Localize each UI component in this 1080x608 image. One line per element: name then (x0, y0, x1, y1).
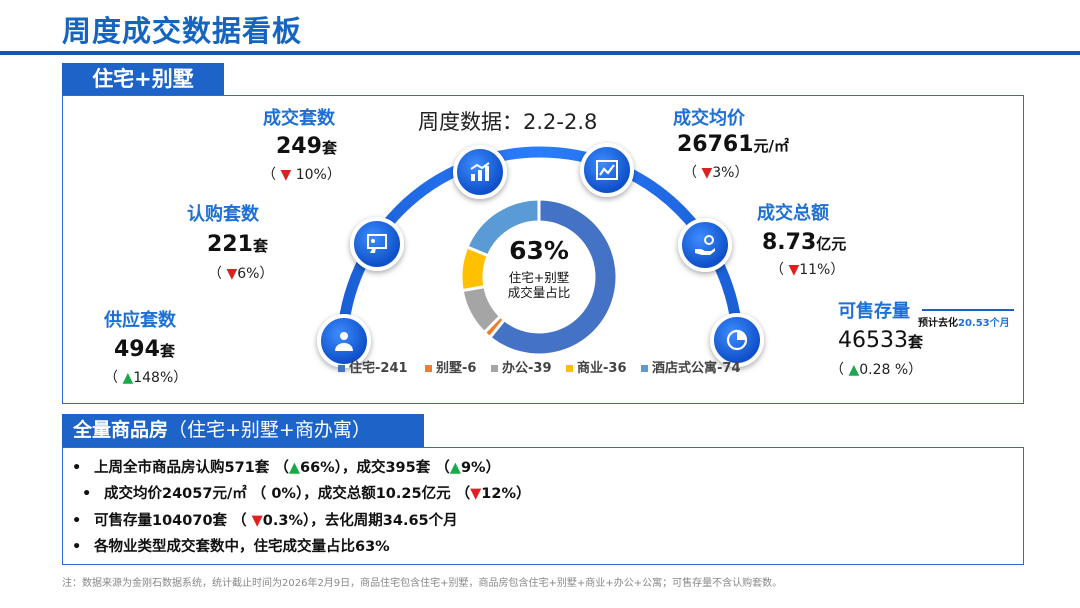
donut-slice-4 (465, 197, 541, 258)
inventory-change: （ ▲0.28 %） (830, 362, 923, 378)
supply-value: 494套 (114, 337, 175, 362)
legend-swatch (338, 365, 345, 372)
legend-item-villa: 别墅-6 (425, 357, 476, 376)
subscriptions-value: 221套 (207, 232, 268, 257)
subscriptions-change: （ ▼6%） (208, 266, 274, 282)
avg-price-label: 成交均价 (673, 108, 745, 129)
avg-price-change: （ ▼3%） (683, 165, 749, 181)
presentation-icon (350, 217, 404, 271)
line-chart-icon (580, 143, 634, 197)
section-tab-all-commercial: 全量商品房（住宅+别墅+商办寓） (62, 414, 424, 447)
donut-slice-0 (487, 197, 619, 357)
legend-item-residence: 住宅-241 (338, 357, 408, 376)
inventory-note: 预计去化20.53个月 (918, 318, 1010, 329)
deals-label: 成交套数 (263, 108, 335, 129)
donut-center-label: 住宅+别墅 成交量占比 (469, 270, 609, 300)
avg-price-value: 26761元/㎡ (677, 132, 790, 157)
pie-chart-icon (710, 313, 764, 367)
deals-change: （ ▼ 10%） (262, 167, 341, 183)
bullet-residential-share: • 各物业类型成交套数中，住宅成交量占比63% (72, 539, 390, 555)
total-amount-label: 成交总额 (757, 203, 829, 224)
bullet-price-amount: • 成交均价24057元/㎡ （ 0%），成交总额10.25亿元 （▼12%） (82, 486, 531, 502)
supply-label: 供应套数 (104, 310, 176, 331)
inventory-note-rule (922, 309, 1014, 311)
subscriptions-label: 认购套数 (187, 204, 259, 225)
title-divider (0, 51, 1080, 55)
money-hand-icon (678, 218, 732, 272)
inventory-value: 46533套 (838, 328, 924, 353)
all-commercial-panel (62, 447, 1024, 565)
bullet-subscriptions-deals: • 上周全市商品房认购571套 （▲66%），成交395套 （▲9%） (72, 460, 501, 476)
total-amount-value: 8.73亿元 (762, 230, 847, 255)
residential-panel (62, 95, 1024, 404)
supply-change: （ ▲148%） (104, 370, 188, 386)
legend-item-commercial: 商业-36 (566, 357, 627, 376)
inventory-label: 可售存量 (838, 301, 910, 322)
bullet-inventory: • 可售存量104070套 （ ▼0.3%），去化周期34.65个月 (72, 513, 458, 529)
legend-swatch (425, 365, 432, 372)
share-donut (459, 197, 619, 357)
legend-swatch (566, 365, 573, 372)
donut-center-label-line2: 成交量占比 (507, 285, 571, 300)
legend-item-office: 办公-39 (491, 357, 552, 376)
bar-chart-icon (453, 145, 507, 199)
section-tab-residential: 住宅+别墅 (62, 63, 224, 96)
week-label: 周度数据：2.2-2.8 (418, 110, 598, 134)
donut-center-value: 63% (509, 236, 569, 265)
total-amount-change: （ ▼11%） (770, 262, 845, 278)
donut-center-label-line1: 住宅+别墅 (508, 270, 570, 285)
legend-item-serviced-apartment: 酒店式公寓-74 (641, 357, 741, 376)
deals-value: 249套 (276, 134, 337, 159)
page-title: 周度成交数据看板 (62, 14, 303, 48)
legend-swatch (491, 365, 498, 372)
legend-swatch (641, 365, 648, 372)
footnote: 注：数据来源为金刚石数据系统，统计截止时间为2026年2月9日，商品住宅包含住宅… (62, 578, 783, 589)
